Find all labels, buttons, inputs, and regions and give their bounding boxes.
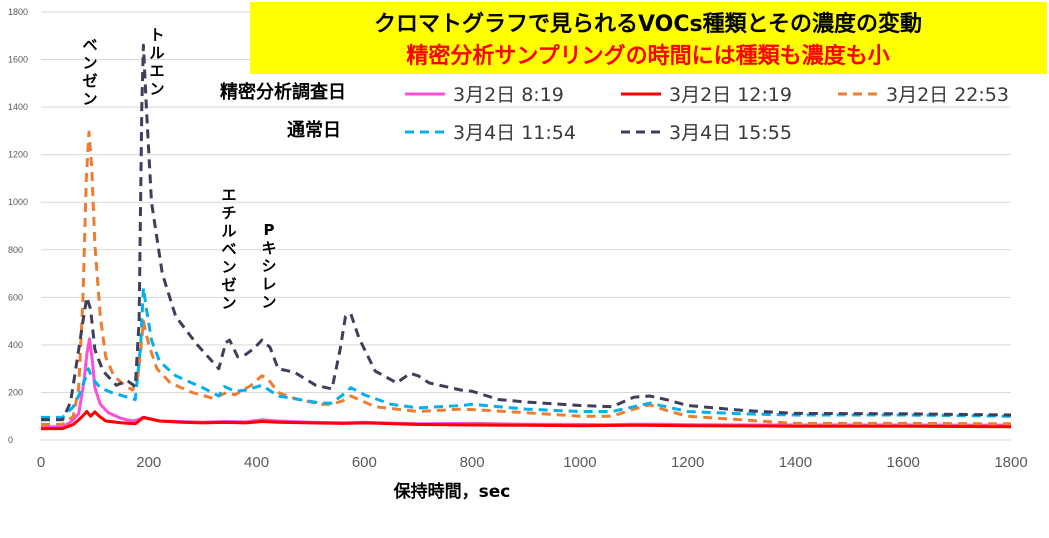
y-tick-label: 1600 xyxy=(8,55,28,65)
y-tick-label: 0 xyxy=(8,435,13,445)
gridlines xyxy=(41,11,1011,441)
series-line-1 xyxy=(41,337,1012,429)
x-tick-label: 1600 xyxy=(887,454,920,471)
series-line-4 xyxy=(41,286,1012,419)
annotation-char: エ xyxy=(149,62,164,80)
annotation-char: ル xyxy=(149,44,164,62)
y-tick-label: 1400 xyxy=(8,102,28,112)
annotation-char: キ xyxy=(261,239,276,257)
annotation-char: P xyxy=(264,221,275,239)
annotation-char: ル xyxy=(221,222,236,240)
annotation-char: ン xyxy=(261,293,276,311)
annotation-char: ベ xyxy=(221,240,236,258)
annotation-char: チ xyxy=(221,204,236,222)
y-tick-label: 1200 xyxy=(8,150,28,160)
annotation-char: ト xyxy=(149,26,164,44)
annotation-char: レ xyxy=(261,275,276,293)
x-tick-label: 200 xyxy=(136,454,161,471)
annotation-char: ン xyxy=(149,80,164,98)
series-lines xyxy=(41,43,1012,431)
series-line-5 xyxy=(41,43,1012,422)
annotation-char: ベ xyxy=(82,36,97,54)
title-box: クロマトグラフで見られるVOCs種類とその濃度の変動 精密分析サンプリングの時間… xyxy=(250,2,1047,74)
title-background xyxy=(250,2,1047,74)
legend-label-2: 3月2日 12:19 xyxy=(669,84,792,106)
x-axis-label: 保持時間，sec xyxy=(393,481,511,502)
x-tick-label: 1400 xyxy=(779,454,812,471)
legend-label-4: 3月4日 11:54 xyxy=(453,122,576,144)
annotation-char: ン xyxy=(221,258,236,276)
x-tick-label: 0 xyxy=(37,454,45,471)
y-axis: 0 200 400 600 800 1000 1200 1400 1600 1800 xyxy=(8,7,28,445)
series-line-3 xyxy=(41,130,1012,426)
x-tick-label: 1800 xyxy=(994,454,1027,471)
x-tick-label: 400 xyxy=(244,454,269,471)
y-tick-label: 1000 xyxy=(8,197,28,207)
annotation-char: ゼ xyxy=(82,72,97,90)
legend-group-label-precise: 精密分析調査日 xyxy=(220,81,346,103)
x-tick-label: 600 xyxy=(352,454,377,471)
legend-group-label-normal: 通常日 xyxy=(287,119,341,141)
legend-label-1: 3月2日 8:19 xyxy=(453,84,564,106)
annotation-char: エ xyxy=(221,186,236,204)
y-tick-label: 1800 xyxy=(8,7,28,17)
annotation-char: ン xyxy=(221,294,236,312)
y-tick-label: 800 xyxy=(8,245,23,255)
y-tick-label: 200 xyxy=(8,387,23,397)
x-tick-label: 800 xyxy=(460,454,485,471)
series-line-2 xyxy=(41,410,1012,431)
y-tick-label: 400 xyxy=(8,340,23,350)
legend-label-5: 3月4日 15:55 xyxy=(669,122,792,144)
annotation-char: ゼ xyxy=(221,276,236,294)
annotation-char: ン xyxy=(82,54,97,72)
x-axis: 0 200 400 600 800 1000 1200 1400 1600 1800 xyxy=(37,454,1028,471)
annotation-char: ン xyxy=(82,90,97,108)
x-tick-label: 1200 xyxy=(671,454,704,471)
y-tick-label: 600 xyxy=(8,292,23,302)
legend-items: 3月2日 8:19 3月2日 12:19 3月2日 22:53 3月4日 11:54 3… xyxy=(405,84,1009,144)
legend-label-3: 3月2日 22:53 xyxy=(886,84,1009,106)
chart-title: クロマトグラフで見られるVOCs種類とその濃度の変動 xyxy=(374,11,922,37)
x-tick-label: 1000 xyxy=(563,454,596,471)
legend: 精密分析調査日 通常日 3月2日 8:19 3月2日 12:19 3月2日 22:5… xyxy=(220,81,1009,144)
chart-subtitle: 精密分析サンプリングの時間には種類も濃度も小 xyxy=(406,43,889,69)
annotation-char: シ xyxy=(261,257,276,275)
